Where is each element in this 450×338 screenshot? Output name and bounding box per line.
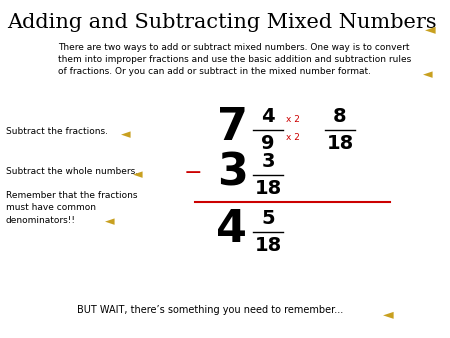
Text: ◄: ◄ — [105, 216, 115, 228]
Text: 9: 9 — [261, 134, 275, 153]
Text: 18: 18 — [254, 179, 282, 198]
Text: ◄: ◄ — [382, 307, 393, 321]
Text: ◄: ◄ — [121, 128, 131, 142]
Text: 18: 18 — [254, 236, 282, 255]
Text: Remember that the fractions
must have common
denominators!!: Remember that the fractions must have co… — [6, 191, 138, 225]
Text: 4: 4 — [216, 209, 248, 251]
Text: Subtract the fractions.: Subtract the fractions. — [6, 126, 108, 136]
Text: ◄: ◄ — [425, 22, 435, 36]
Text: x 2: x 2 — [286, 116, 300, 124]
Text: 3: 3 — [261, 152, 275, 171]
Text: 18: 18 — [326, 134, 354, 153]
Text: 4: 4 — [261, 107, 275, 126]
Text: 7: 7 — [216, 106, 248, 149]
Text: ◄: ◄ — [133, 169, 143, 182]
Text: There are two ways to add or subtract mixed numbers. One way is to convert
them : There are two ways to add or subtract mi… — [58, 43, 411, 76]
Text: 8: 8 — [333, 107, 347, 126]
Text: ◄: ◄ — [423, 68, 433, 81]
Text: BUT WAIT, there’s something you need to remember...: BUT WAIT, there’s something you need to … — [77, 305, 343, 315]
Text: Subtract the whole numbers.: Subtract the whole numbers. — [6, 167, 138, 175]
Text: Adding and Subtracting Mixed Numbers: Adding and Subtracting Mixed Numbers — [7, 13, 437, 32]
Text: −: − — [184, 163, 202, 183]
Text: 3: 3 — [216, 151, 248, 194]
Text: x 2: x 2 — [286, 134, 300, 143]
Text: 5: 5 — [261, 209, 275, 228]
